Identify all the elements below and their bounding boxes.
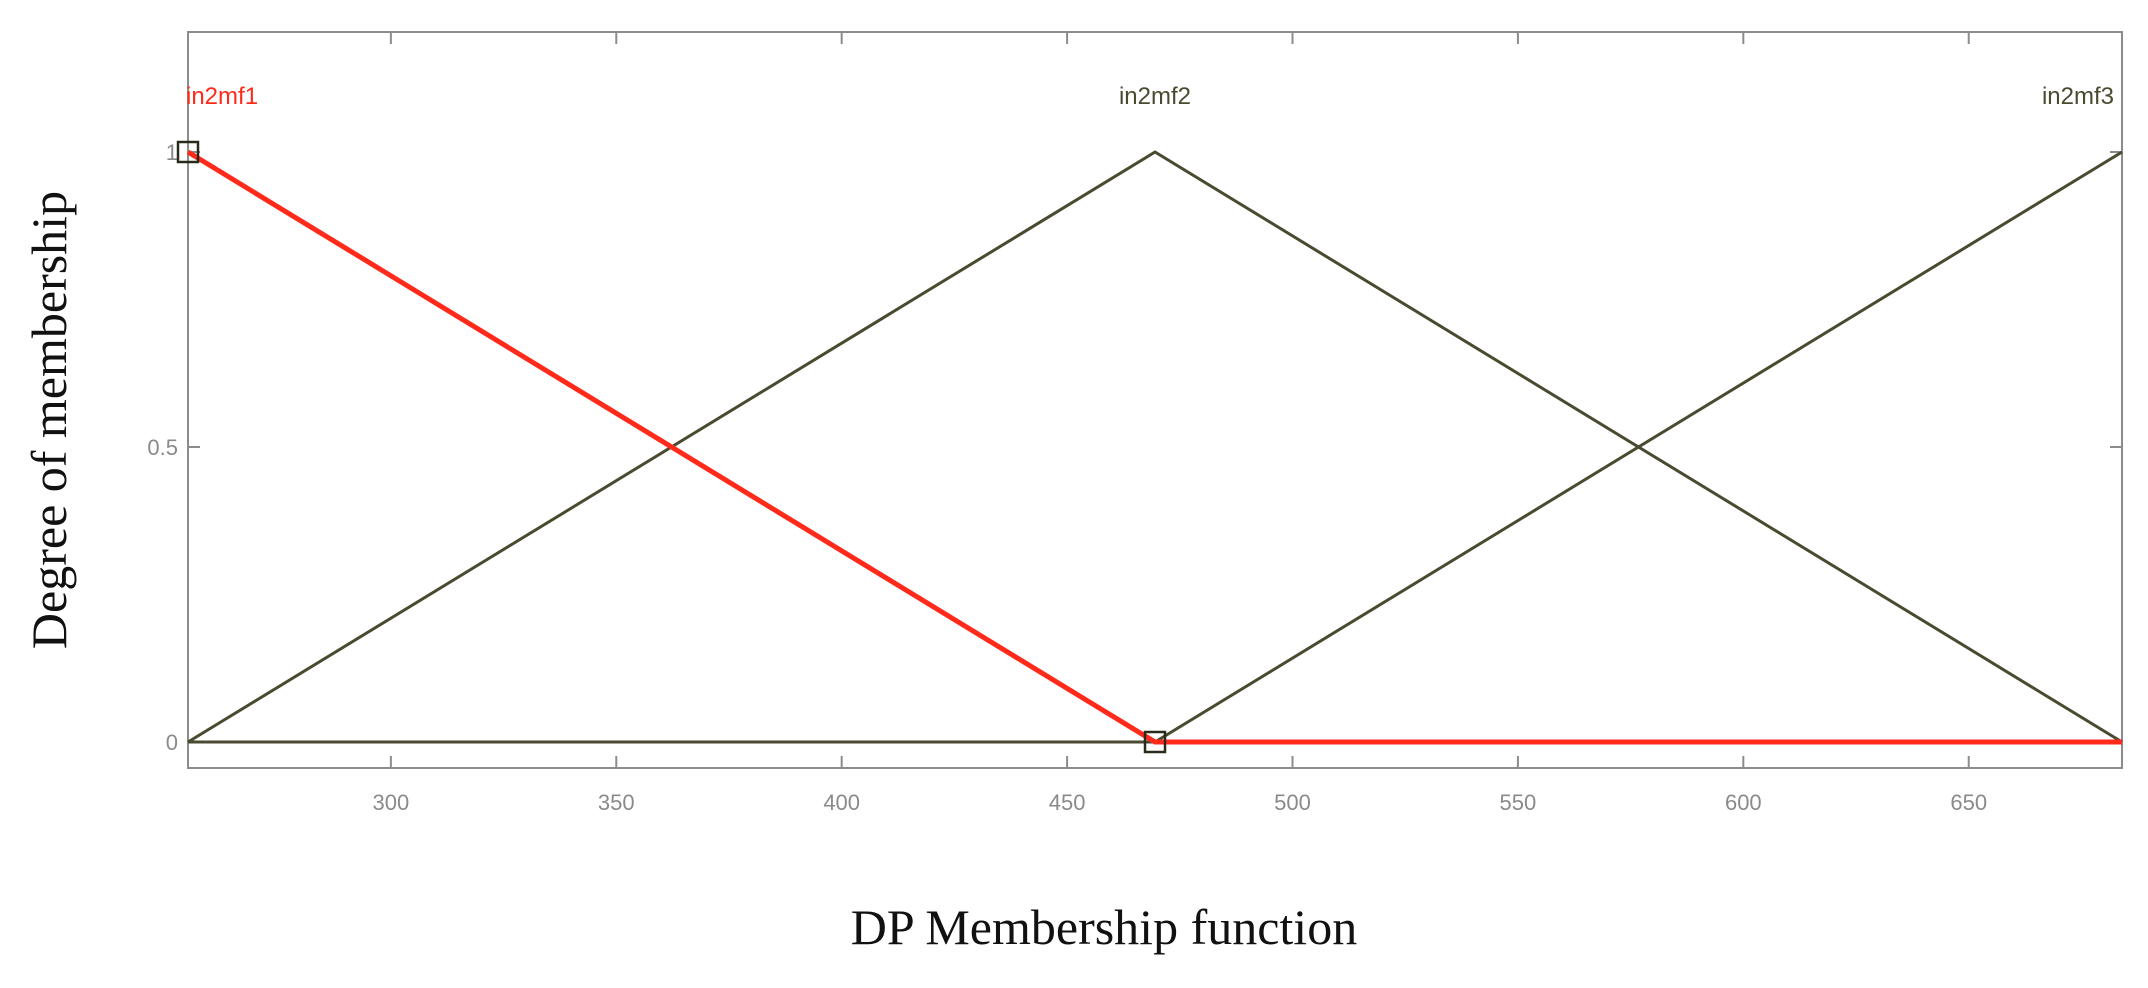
x-tick-label: 350 xyxy=(598,790,635,815)
plot-area xyxy=(187,31,2123,769)
vertex-handle[interactable] xyxy=(1143,730,1167,754)
x-axis-label: DP Membership function xyxy=(851,899,1357,955)
x-tick-label: 500 xyxy=(1274,790,1311,815)
x-tick-label: 300 xyxy=(373,790,410,815)
axis-ticks: 300 350 400 450 500 550 600 650 0 0.5 1 xyxy=(147,32,2122,815)
vertex-handles[interactable] xyxy=(176,140,1167,754)
x-tick-label: 550 xyxy=(1500,790,1537,815)
x-tick-label: 600 xyxy=(1725,790,1762,815)
y-tick-label: 0 xyxy=(166,730,178,755)
series-lines xyxy=(186,149,2123,745)
y-axis-label: Degree of membership xyxy=(21,191,77,649)
series-labels: in2mf1 in2mf2 in2mf3 xyxy=(186,83,2114,110)
series-line-in2mf1[interactable] xyxy=(186,149,2122,745)
y-tick-label: 1 xyxy=(166,140,178,165)
vertex-handle[interactable] xyxy=(176,140,200,164)
x-tick-label: 650 xyxy=(1950,790,1987,815)
series-label-in2mf3: in2mf3 xyxy=(2042,83,2114,110)
series-label-in2mf1: in2mf1 xyxy=(186,83,258,110)
x-tick-label: 400 xyxy=(823,790,860,815)
series-line-in2mf2[interactable] xyxy=(187,150,2123,744)
series-label-in2mf2: in2mf2 xyxy=(1119,83,1191,110)
x-tick-label: 450 xyxy=(1049,790,1086,815)
y-tick-label: 0.5 xyxy=(147,435,178,460)
